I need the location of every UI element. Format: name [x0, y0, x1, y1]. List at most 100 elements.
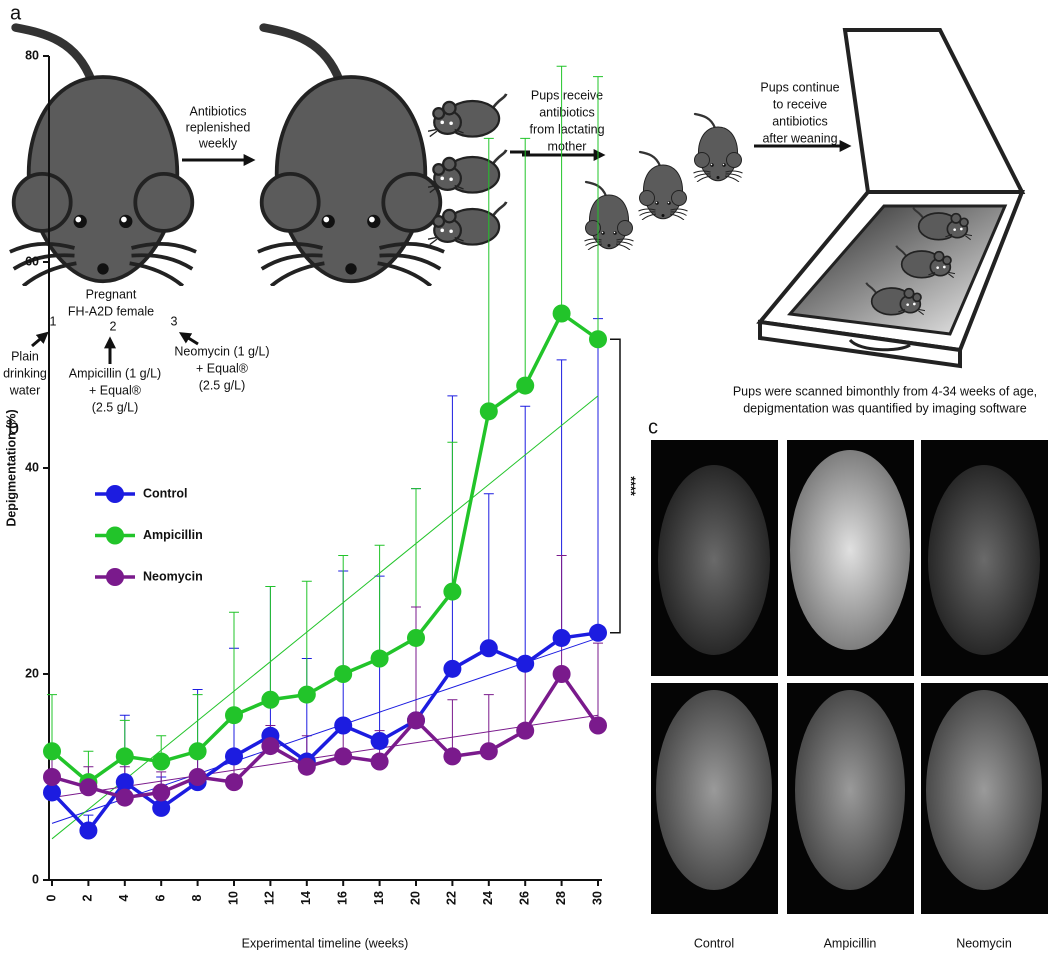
x-tick-label: 30	[590, 891, 604, 905]
diagram-text: Pregnant	[86, 287, 137, 301]
data-point	[516, 376, 535, 395]
data-point	[589, 330, 607, 349]
diagram-text: drinking	[3, 366, 47, 380]
x-tick-label: 14	[299, 891, 313, 905]
panel-label: b	[8, 416, 19, 438]
data-point	[552, 304, 571, 323]
error-bar	[520, 137, 531, 386]
error-bar	[265, 585, 276, 700]
x-tick-label: 2	[81, 894, 95, 901]
diagram-text: Antibiotics	[190, 104, 247, 118]
x-tick-label: 18	[372, 891, 386, 905]
data-point	[334, 747, 353, 766]
mother-mouse	[10, 28, 196, 286]
significance-bracket	[610, 338, 621, 634]
data-point	[589, 623, 607, 642]
trend-line	[51, 714, 599, 799]
data-point	[261, 737, 280, 756]
data-point	[370, 731, 389, 750]
error-bar	[556, 555, 567, 674]
diagram-text: mother	[548, 139, 587, 153]
data-point	[443, 582, 462, 601]
diagram-text: after weaning	[762, 131, 837, 145]
diagram-text: weekly	[198, 136, 238, 150]
pup	[637, 150, 689, 220]
x-axis-label: Experimental timeline (weeks)	[242, 936, 409, 950]
data-point	[334, 665, 353, 683]
x-tick-label: 6	[153, 894, 167, 901]
scanner-side	[758, 319, 962, 369]
data-point	[552, 665, 571, 683]
data-point	[225, 706, 243, 725]
data-point	[43, 742, 61, 761]
series-line	[51, 670, 600, 800]
diagram-text: FH-A2D female	[68, 304, 154, 318]
data-point	[225, 747, 243, 766]
photo	[658, 465, 770, 655]
data-point	[152, 798, 171, 817]
data-point	[479, 639, 498, 658]
diagram-text: from lactating	[529, 122, 604, 136]
trend-line	[51, 637, 599, 824]
data-point	[115, 773, 134, 792]
legend-label: Neomycin	[143, 569, 203, 583]
y-tick-label: 60	[25, 254, 39, 268]
y-tick-label: 40	[25, 460, 39, 474]
photo-label: Control	[694, 936, 734, 950]
error-bar	[374, 544, 385, 659]
photo	[926, 690, 1042, 890]
diagram-text: + Equal®	[89, 383, 142, 397]
data-point	[552, 628, 571, 647]
photo	[656, 690, 772, 890]
data-point	[79, 821, 98, 840]
diagram-text: Pups receive	[531, 88, 603, 102]
diagram-text: water	[9, 383, 41, 397]
error-bar	[520, 668, 531, 731]
photo	[790, 450, 910, 650]
mother-mouse	[258, 28, 444, 286]
x-tick-label: 24	[481, 891, 495, 905]
y-tick-label: 80	[25, 48, 39, 62]
data-point	[443, 659, 462, 678]
data-point	[297, 685, 316, 704]
diagram-text: (2.5 g/L)	[92, 400, 139, 414]
error-bar	[411, 606, 421, 721]
data-point	[443, 747, 462, 766]
data-point	[479, 742, 498, 761]
data-point	[115, 747, 134, 766]
data-point	[43, 783, 61, 802]
data-point	[152, 752, 171, 771]
photo-label: Neomycin	[956, 936, 1012, 950]
x-tick-label: 16	[335, 891, 349, 905]
photos	[651, 440, 1048, 914]
diagram-text: Antibiotics replenished weekly Pups receive…	[3, 80, 1037, 415]
data-point	[334, 716, 353, 735]
photo	[928, 465, 1040, 655]
x-tick-label: 12	[263, 891, 277, 905]
diagram-text: Neomycin (1 g/L)	[174, 344, 269, 358]
data-point	[152, 783, 171, 802]
legend-label: Control	[143, 486, 187, 500]
data-point	[188, 742, 207, 761]
x-tick-label: 8	[190, 894, 204, 901]
data-point	[115, 788, 134, 807]
diagram-text: Ampicillin (1 g/L)	[69, 366, 161, 380]
data-point	[407, 711, 425, 730]
legend-marker	[106, 485, 124, 503]
arrow	[31, 331, 49, 348]
error-bar	[483, 493, 494, 649]
data-point	[225, 773, 243, 792]
x-tick-label: 20	[408, 891, 422, 905]
error-bar	[520, 405, 531, 664]
error-bar	[483, 694, 494, 752]
scanner-glass	[787, 204, 1008, 336]
diagram-text: Pups continue	[760, 80, 839, 94]
x-tick-label: 10	[226, 891, 240, 905]
scanner-lid	[842, 28, 1026, 194]
photo-label: Ampicillin	[824, 936, 877, 950]
diagram-text: Plain	[11, 349, 39, 363]
error-bar	[593, 642, 603, 726]
data-point	[79, 778, 98, 797]
data-point	[261, 690, 280, 709]
